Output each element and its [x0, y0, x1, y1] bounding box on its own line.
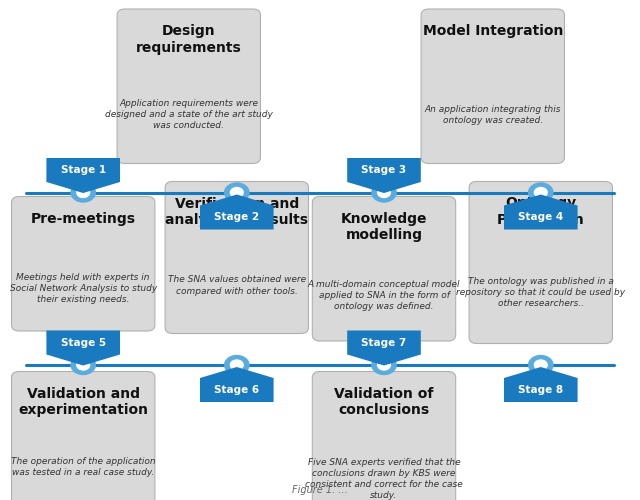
Circle shape	[225, 356, 249, 374]
Text: Validation and
experimentation: Validation and experimentation	[18, 386, 148, 417]
Text: Knowledge
modelling: Knowledge modelling	[340, 212, 428, 242]
Circle shape	[378, 360, 390, 370]
Polygon shape	[200, 194, 274, 230]
Text: Stage 2: Stage 2	[214, 212, 259, 222]
Text: Stage 4: Stage 4	[518, 212, 563, 222]
FancyBboxPatch shape	[165, 182, 308, 334]
Text: Validation of
conclusions: Validation of conclusions	[334, 386, 434, 417]
FancyBboxPatch shape	[12, 196, 155, 331]
FancyBboxPatch shape	[12, 372, 155, 500]
Text: Verification and
analysis of results: Verification and analysis of results	[165, 196, 308, 227]
Circle shape	[372, 356, 396, 374]
Text: Model Integration: Model Integration	[422, 24, 563, 38]
Circle shape	[529, 356, 553, 374]
Text: The ontology was published in a
repository so that it could be used by
other res: The ontology was published in a reposito…	[456, 277, 625, 308]
Text: Design
requirements: Design requirements	[136, 24, 242, 54]
Polygon shape	[347, 158, 421, 193]
Text: The SNA values obtained were
compared with other tools.: The SNA values obtained were compared wi…	[168, 276, 306, 295]
Text: Stage 1: Stage 1	[61, 165, 106, 175]
Text: Pre-meetings: Pre-meetings	[31, 212, 136, 226]
Circle shape	[372, 183, 396, 202]
Text: The operation of the application
was tested in a real case study.: The operation of the application was tes…	[11, 456, 156, 477]
Circle shape	[534, 360, 547, 370]
Polygon shape	[200, 367, 274, 402]
Text: Stage 6: Stage 6	[214, 385, 259, 395]
Polygon shape	[47, 330, 120, 366]
Text: A multi-domain conceptual model
applied to SNA in the form of
ontology was defin: A multi-domain conceptual model applied …	[308, 280, 460, 311]
Circle shape	[378, 188, 390, 198]
Text: Meetings held with experts in
Social Network Analysis to study
their existing ne: Meetings held with experts in Social Net…	[10, 272, 157, 304]
Polygon shape	[504, 367, 578, 402]
Text: Stage 3: Stage 3	[362, 165, 406, 175]
Text: Stage 5: Stage 5	[61, 338, 106, 347]
Circle shape	[529, 183, 553, 202]
Circle shape	[71, 356, 95, 374]
Text: Application requirements were
designed and a state of the art study
was conducte: Application requirements were designed a…	[105, 99, 273, 130]
Circle shape	[230, 360, 243, 370]
Text: Stage 8: Stage 8	[518, 385, 563, 395]
Text: Ontology
Publication: Ontology Publication	[497, 196, 585, 227]
FancyBboxPatch shape	[469, 182, 612, 344]
FancyBboxPatch shape	[117, 9, 260, 164]
Polygon shape	[347, 330, 421, 366]
Circle shape	[230, 188, 243, 198]
Circle shape	[71, 183, 95, 202]
FancyBboxPatch shape	[312, 196, 456, 341]
Text: Five SNA experts verified that the
conclusions drawn by KBS were
consistent and : Five SNA experts verified that the concl…	[305, 458, 463, 500]
Text: Stage 7: Stage 7	[362, 338, 406, 347]
Text: An application integrating this
ontology was created.: An application integrating this ontology…	[424, 104, 561, 125]
Circle shape	[77, 188, 90, 198]
Circle shape	[534, 188, 547, 198]
Text: Figure 1. ...: Figure 1. ...	[292, 485, 348, 495]
Polygon shape	[47, 158, 120, 193]
Circle shape	[225, 183, 249, 202]
FancyBboxPatch shape	[312, 372, 456, 500]
FancyBboxPatch shape	[421, 9, 564, 164]
Polygon shape	[504, 194, 578, 230]
Circle shape	[77, 360, 90, 370]
